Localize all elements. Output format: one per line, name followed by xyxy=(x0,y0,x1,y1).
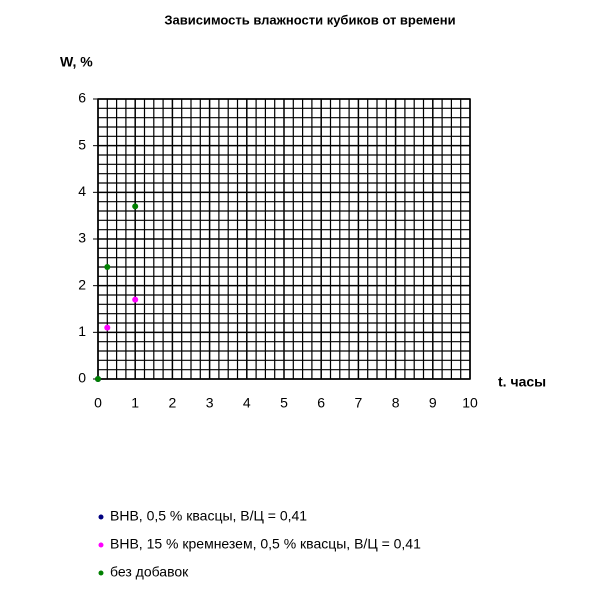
x-tick-label: 9 xyxy=(429,395,437,411)
y-tick-label: 1 xyxy=(78,323,86,339)
y-axis-label: W, % xyxy=(60,54,93,70)
legend-label: ВНВ, 15 % кремнезем, 0,5 % квасцы, В/Ц =… xyxy=(110,536,421,552)
plot-border xyxy=(97,98,471,380)
y-tick-label: 3 xyxy=(78,230,86,246)
legend-label: без добавок xyxy=(110,564,189,580)
legend-marker xyxy=(98,542,104,548)
x-tick-label: 5 xyxy=(280,395,288,411)
legend-marker xyxy=(98,570,104,576)
legend-marker xyxy=(98,514,104,520)
x-tick-label: 7 xyxy=(355,395,363,411)
x-tick-label: 10 xyxy=(462,395,478,411)
legend-label: ВНВ, 0,5 % квасцы, В/Ц = 0,41 xyxy=(110,508,307,524)
x-tick-label: 6 xyxy=(317,395,325,411)
x-axis-label: t. часы xyxy=(498,374,546,390)
y-tick-label: 6 xyxy=(78,90,86,106)
x-tick-label: 4 xyxy=(243,395,251,411)
x-tick-label: 0 xyxy=(94,395,102,411)
x-tick-label: 3 xyxy=(206,395,214,411)
y-tick-label: 2 xyxy=(78,276,86,292)
x-tick-label: 1 xyxy=(131,395,139,411)
chart-title: Зависимость влажности кубиков от времени xyxy=(164,12,455,27)
y-tick-label: 0 xyxy=(78,370,86,386)
x-tick-label: 2 xyxy=(169,395,177,411)
y-tick-label: 5 xyxy=(78,136,86,152)
point xyxy=(104,324,111,331)
point xyxy=(132,203,139,210)
x-tick-label: 8 xyxy=(392,395,400,411)
point xyxy=(104,264,111,270)
point xyxy=(132,296,139,303)
point xyxy=(95,376,101,382)
y-tick-label: 4 xyxy=(78,183,86,199)
